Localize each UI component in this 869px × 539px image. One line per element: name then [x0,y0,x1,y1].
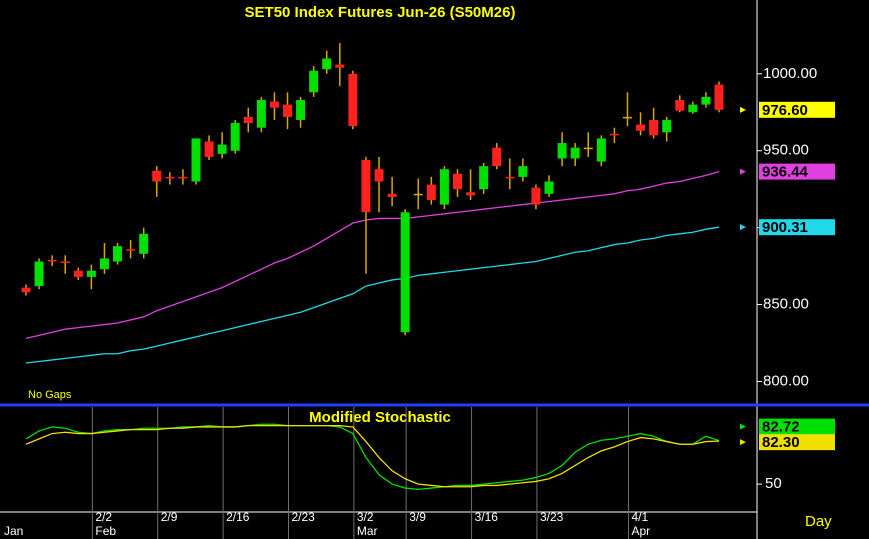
chart-title: SET50 Index Futures Jun-26 (S50M26) [245,4,516,21]
candle-body [531,187,541,205]
last-value-label: 82.72 [762,419,800,436]
x-month-label: Apr [631,524,650,538]
x-tick-label: 2/2 [95,510,112,524]
candle-body [714,84,724,110]
candle-body [596,138,606,162]
candle-body [21,287,31,293]
candle-body [374,169,384,182]
candle-body [309,70,319,93]
candle-body [322,58,332,70]
candle-body [557,143,567,159]
candle-body [348,73,358,127]
candle-body [662,119,672,133]
last-value-box [759,163,835,180]
y-tick-label: 950.00 [763,142,809,159]
candle-body [230,123,240,151]
last-value-box [759,418,835,435]
x-tick-label: 3/23 [540,510,564,524]
candle-body [283,104,293,117]
marker-arrow [740,423,746,430]
x-month-label: Jan [4,524,23,538]
candle-body [609,133,619,136]
moving-average [25,226,720,364]
candle-body [675,99,685,111]
candle-body [139,233,149,254]
y-tick-label: 850.00 [763,296,809,313]
candle-body [34,261,44,287]
candle-body [47,259,57,262]
x-tick-label: 4/1 [631,510,648,524]
last-value-box [759,219,835,236]
candle-body [492,147,502,167]
x-tick-label: 2/9 [161,510,178,524]
marker-arrow [740,106,746,113]
x-tick-label: 3/16 [475,510,499,524]
candle-body [178,176,188,179]
candle-body [636,124,646,131]
candle-body [361,159,371,213]
candle-body [73,270,83,277]
candle-body [256,99,266,128]
last-value-box [759,434,835,451]
candle-body [583,147,593,150]
candle-body [452,173,462,190]
candle-body [479,166,489,190]
x-tick-label: 2/16 [226,510,250,524]
marker-arrow [740,168,746,175]
last-value-label: 976.60 [762,102,808,119]
candle-body [269,101,279,108]
candle-body [505,176,515,179]
candle-body [60,261,70,264]
panel-title: Modified Stochastic [309,409,451,426]
y-tick-label: 50 [765,475,782,492]
stochastic-line [25,424,720,488]
candle-body [152,170,162,182]
candle-body [688,104,698,113]
candle-body [99,258,109,270]
candle-body [439,169,449,205]
last-value-label: 936.44 [762,164,809,181]
y-tick-label: 1000.00 [763,65,817,82]
candle-body [86,270,96,277]
candle-body [165,176,175,179]
candle-body [191,138,201,182]
last-value-label: 82.30 [762,434,800,451]
candle-body [387,193,397,197]
candle-body [466,192,476,196]
candle-body [296,99,306,120]
note: No Gaps [28,389,72,401]
x-tick-label: 3/9 [409,510,426,524]
candle-body [204,141,214,157]
candle-body [649,119,659,136]
candle-body [570,147,580,159]
candle-body [426,184,436,200]
candle-body [400,212,410,333]
candle-body [126,249,136,251]
y-tick-label: 800.00 [763,372,809,389]
x-tick-label: 3/2 [357,510,374,524]
marker-arrow [740,439,746,446]
candle-body [622,116,632,119]
candle-body [544,181,554,194]
moving-average [25,170,720,340]
candle-body [243,116,253,124]
last-value-box [759,101,835,118]
candle-body [701,96,711,105]
candle-body [413,193,423,196]
x-month-label: Feb [95,524,116,538]
stochastic-line [25,423,720,491]
x-axis-label: Day [805,513,832,530]
x-month-label: Mar [357,524,378,538]
x-tick-label: 2/23 [292,510,316,524]
last-value-label: 900.31 [762,219,808,236]
candle-body [518,166,528,177]
candle-body [217,144,227,154]
candle-body [335,64,345,68]
marker-arrow [740,224,746,231]
candle-body [113,246,123,262]
